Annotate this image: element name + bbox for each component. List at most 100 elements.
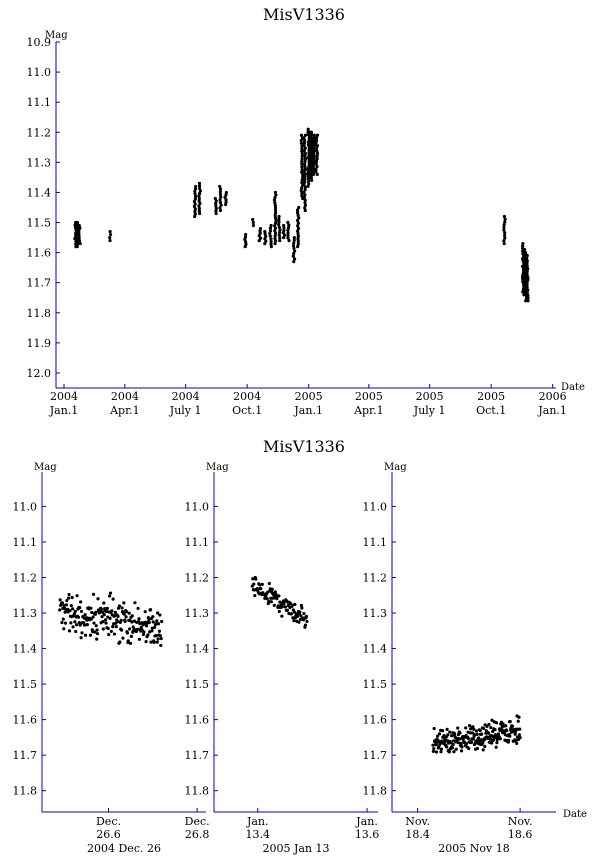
top-data-point — [193, 187, 198, 191]
top-x-tick-date: Jan.1 — [293, 404, 323, 417]
top-x-tick-date: Apr.1 — [109, 404, 140, 417]
top-data-point — [292, 235, 296, 240]
top-data-point — [315, 133, 320, 137]
top-data-point — [286, 231, 290, 235]
panel-data-point — [152, 640, 156, 644]
top-data-point — [269, 242, 273, 246]
top-data-point — [525, 272, 529, 276]
panel-data-point — [76, 615, 81, 619]
top-data-point — [300, 165, 304, 169]
panel-data-point — [449, 741, 453, 745]
panel-data-point — [494, 721, 499, 725]
panel-data-point — [466, 736, 470, 741]
panel-data-point — [487, 722, 491, 727]
panel-data-point — [478, 728, 482, 733]
panel-data-point — [92, 621, 96, 625]
panel-y-tick-label: 11.5 — [363, 678, 388, 691]
panel-data-point — [490, 718, 494, 722]
panel-data-point — [143, 610, 147, 614]
panel-y-axis-label: Mag — [34, 462, 57, 473]
panel-data-point — [152, 625, 157, 629]
top-data-points — [73, 127, 530, 303]
top-data-point — [257, 238, 261, 243]
top-data-point — [526, 299, 530, 303]
top-data-point — [292, 260, 296, 264]
panel-data-point — [265, 597, 269, 601]
top-data-point — [525, 269, 529, 274]
top-data-point — [273, 195, 277, 200]
top-data-point — [503, 236, 507, 240]
panel-data-point — [483, 744, 487, 748]
panel-data-point — [111, 597, 115, 601]
panel-data-point — [518, 736, 522, 740]
panel-data-point — [508, 719, 512, 724]
panel-y-axis-label: Mag — [206, 462, 229, 473]
panel-y-tick-label: 11.1 — [185, 536, 210, 549]
panel-data-point — [146, 633, 150, 637]
top-data-point — [264, 234, 268, 238]
top-data-point — [277, 230, 282, 235]
top-data-point — [197, 186, 202, 191]
top-x-tick-year: 2005 — [355, 390, 383, 403]
panel-data-point — [302, 611, 306, 616]
top-data-point — [263, 237, 267, 241]
top-data-point — [197, 194, 201, 198]
top-x-tick-date: Jan.1 — [49, 404, 79, 417]
top-data-point — [277, 225, 281, 229]
panel-y-axis-label: Mag — [384, 462, 407, 473]
panel-data-point — [117, 604, 121, 608]
panel-data-point — [102, 601, 106, 605]
top-data-point — [273, 234, 277, 238]
top-x-tick-year: 2006 — [539, 390, 567, 403]
top-data-point — [502, 241, 506, 246]
panel-data-point — [439, 747, 443, 751]
top-data-point — [197, 184, 202, 188]
panel-y-tick-label: 11.6 — [185, 714, 210, 727]
top-data-point — [219, 203, 223, 207]
top-data-point — [77, 231, 81, 235]
top-data-point — [197, 209, 201, 213]
top-data-point — [77, 239, 82, 243]
panel-data-point — [156, 622, 161, 626]
top-x-tick-date: July 1 — [413, 404, 446, 417]
panel-data-point — [158, 634, 162, 638]
top-y-tick-label: 11.6 — [27, 247, 52, 260]
top-data-point — [273, 236, 277, 241]
top-data-point — [303, 175, 307, 179]
panel-data-point — [104, 609, 109, 614]
top-data-point — [272, 198, 277, 202]
top-x-tick-year: 2005 — [295, 390, 323, 403]
top-data-point — [263, 232, 267, 236]
top-data-point — [108, 235, 112, 240]
top-data-point — [75, 244, 79, 249]
top-data-point — [286, 220, 290, 225]
top-data-point — [314, 136, 319, 140]
top-x-tick-year: 2004 — [50, 390, 78, 403]
top-data-point — [524, 299, 528, 303]
top-data-point — [522, 255, 526, 260]
top-data-point — [198, 201, 202, 206]
top-data-point — [78, 241, 82, 246]
top-data-point — [218, 206, 222, 210]
top-data-point — [224, 202, 228, 207]
top-data-point — [310, 178, 314, 182]
panel-data-point — [432, 746, 436, 751]
bottom-chart-title: MisV1336 — [263, 437, 345, 456]
panel-data-point — [157, 629, 162, 633]
top-x-tick-year: 2004 — [172, 390, 200, 403]
top-data-point — [292, 257, 297, 261]
panel-data-point — [149, 640, 153, 644]
top-data-point — [224, 190, 229, 195]
top-data-point — [314, 159, 319, 163]
panel-y-tick-label: 11.7 — [13, 749, 38, 762]
panel-data-point — [518, 727, 522, 731]
panel-data-point — [120, 606, 124, 610]
panel-data-point — [88, 633, 93, 637]
panel-data-point — [83, 613, 87, 617]
panel-data-point — [142, 630, 146, 634]
top-data-point — [214, 206, 218, 211]
panel-data-point — [517, 733, 521, 737]
panel-data-point — [79, 609, 84, 614]
top-data-point — [310, 139, 314, 143]
panel-data-point — [452, 750, 456, 754]
